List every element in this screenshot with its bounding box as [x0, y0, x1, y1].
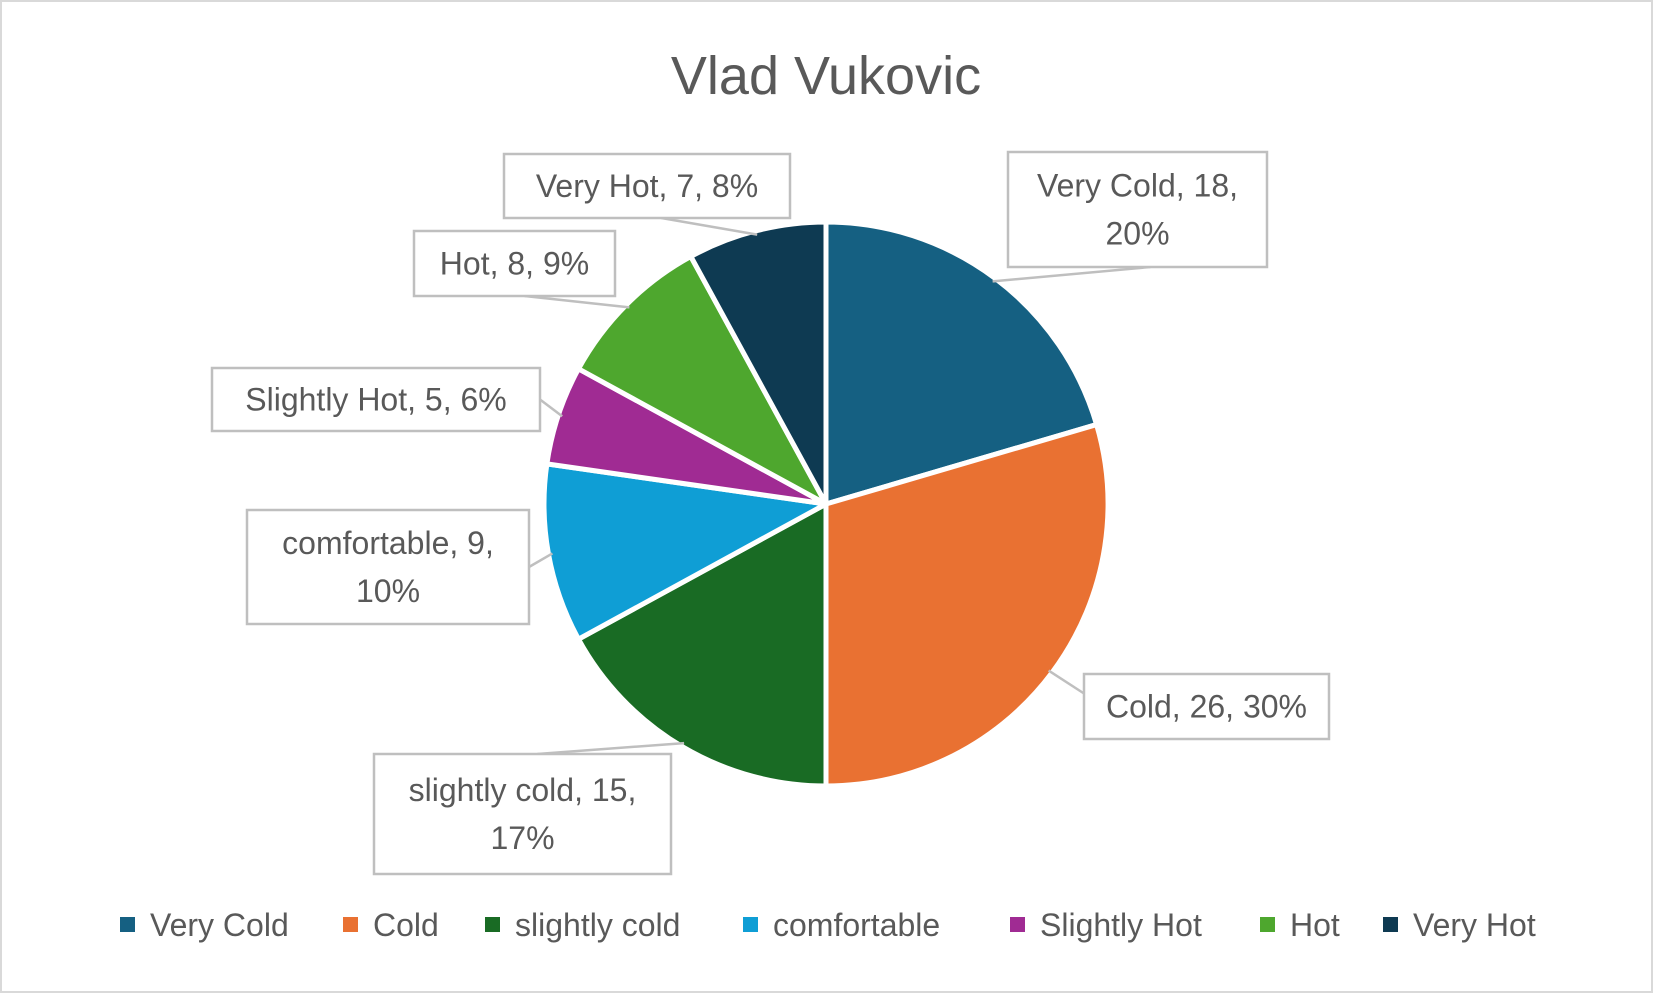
- data-label-box: [412, 229, 617, 298]
- pie-slices: [541, 219, 1111, 789]
- legend-swatch: [1260, 917, 1275, 932]
- leader-lines: [524, 216, 1151, 756]
- pie-slice-comfortable[interactable]: [541, 461, 829, 642]
- legend-label: comfortable: [773, 907, 940, 943]
- data-label-box: [245, 508, 531, 626]
- chart-title: Vlad Vukovic: [671, 46, 981, 106]
- legend-swatch: [743, 917, 758, 932]
- pie-slice-very-cold[interactable]: [823, 219, 1100, 507]
- data-label-slightly-hot: Slightly Hot, 5, 6%: [210, 366, 542, 433]
- data-label-box: [1006, 150, 1269, 269]
- pie-slice-hot[interactable]: [575, 253, 829, 507]
- legend-item-slightly-cold[interactable]: slightly cold: [485, 907, 680, 943]
- data-label-comfortable: comfortable, 9, 10%: [245, 508, 531, 626]
- leader-line-very-hot: [661, 216, 758, 236]
- data-label-text: 10%: [356, 573, 420, 609]
- data-label-text: slightly cold, 15,: [409, 772, 637, 808]
- legend-swatch: [485, 917, 500, 932]
- data-label-box: [502, 152, 792, 220]
- legend-item-cold[interactable]: Cold: [343, 907, 439, 943]
- legend-swatch: [1010, 917, 1025, 932]
- pie-slice-slightly-cold[interactable]: [575, 501, 829, 789]
- data-label-text: Very Cold, 18,: [1037, 168, 1238, 204]
- legend-item-very-cold[interactable]: Very Cold: [120, 907, 289, 943]
- leader-line-slightly-hot: [539, 398, 563, 418]
- leader-line-hot: [524, 294, 630, 309]
- leader-line-very-cold: [992, 265, 1151, 283]
- data-label-text: Cold, 26, 30%: [1106, 689, 1307, 725]
- data-label-hot: Hot, 8, 9%: [412, 229, 617, 298]
- legend-label: Hot: [1290, 907, 1340, 943]
- data-label-text: Slightly Hot, 5, 6%: [245, 382, 506, 418]
- legend-label: Very Cold: [150, 907, 289, 943]
- legend-label: Cold: [373, 907, 439, 943]
- data-label-very-hot: Very Hot, 7, 8%: [502, 152, 792, 220]
- legend-swatch: [343, 917, 358, 932]
- data-label-very-cold: Very Cold, 18, 20%: [1006, 150, 1269, 269]
- legend-swatch: [1383, 917, 1398, 932]
- leader-line-slightly-cold: [537, 741, 685, 756]
- legend-label: Slightly Hot: [1040, 907, 1202, 943]
- legend-item-slightly-hot[interactable]: Slightly Hot: [1010, 907, 1202, 943]
- data-label-box: [372, 752, 673, 876]
- data-label-text: Hot, 8, 9%: [440, 246, 589, 282]
- legend-item-comfortable[interactable]: comfortable: [743, 907, 940, 943]
- data-label-cold: Cold, 26, 30%: [1082, 672, 1331, 741]
- data-label-text: Very Hot, 7, 8%: [536, 168, 758, 204]
- legend-item-hot[interactable]: Hot: [1260, 907, 1340, 943]
- data-label-box: [1082, 672, 1331, 741]
- leader-line-cold: [1047, 669, 1085, 695]
- data-label-box: [210, 366, 542, 433]
- pie-slice-very-hot[interactable]: [688, 219, 829, 507]
- legend: Very Cold Cold slightly cold comfortable Sli…: [120, 907, 1536, 943]
- legend-label: Very Hot: [1413, 907, 1536, 943]
- legend-item-very-hot[interactable]: Very Hot: [1383, 907, 1536, 943]
- legend-label: slightly cold: [515, 907, 680, 943]
- data-label-text: 20%: [1105, 216, 1169, 252]
- leader-line-comfortable: [528, 552, 554, 569]
- legend-swatch: [120, 917, 135, 932]
- data-label-text: comfortable, 9,: [282, 525, 494, 561]
- data-label-slightly-cold: slightly cold, 15, 17%: [372, 752, 673, 876]
- data-label-text: 17%: [490, 820, 554, 856]
- data-labels: Very Cold, 18, 20% Cold, 26, 30% slightly c…: [210, 150, 1331, 876]
